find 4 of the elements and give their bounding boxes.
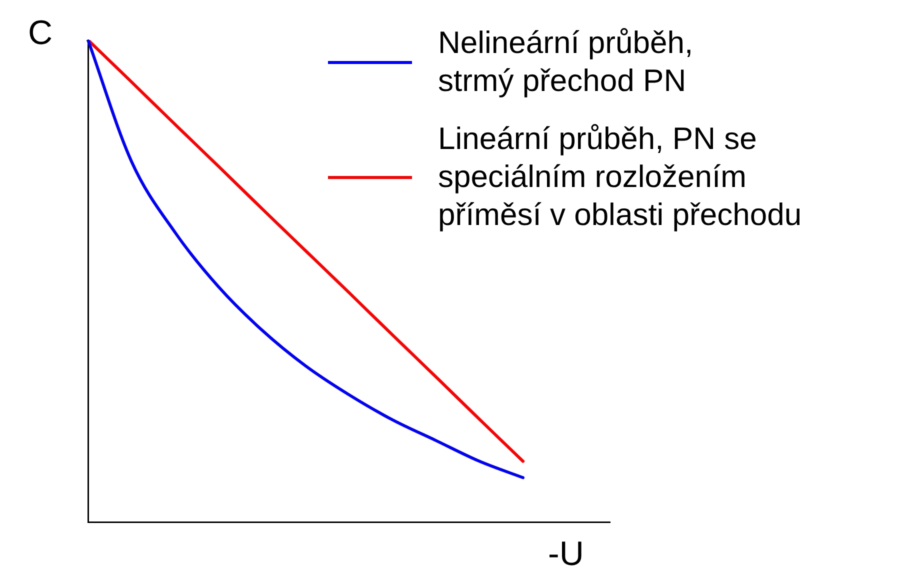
y-axis-title: C (28, 14, 53, 53)
legend-label: Nelineární průběh, strmý přechod PN (438, 24, 694, 100)
x-axis-title: -U (548, 535, 584, 574)
legend-label: Lineární průběh, PN se speciálním rozložením příměsí v oblasti přechodu (438, 120, 802, 234)
